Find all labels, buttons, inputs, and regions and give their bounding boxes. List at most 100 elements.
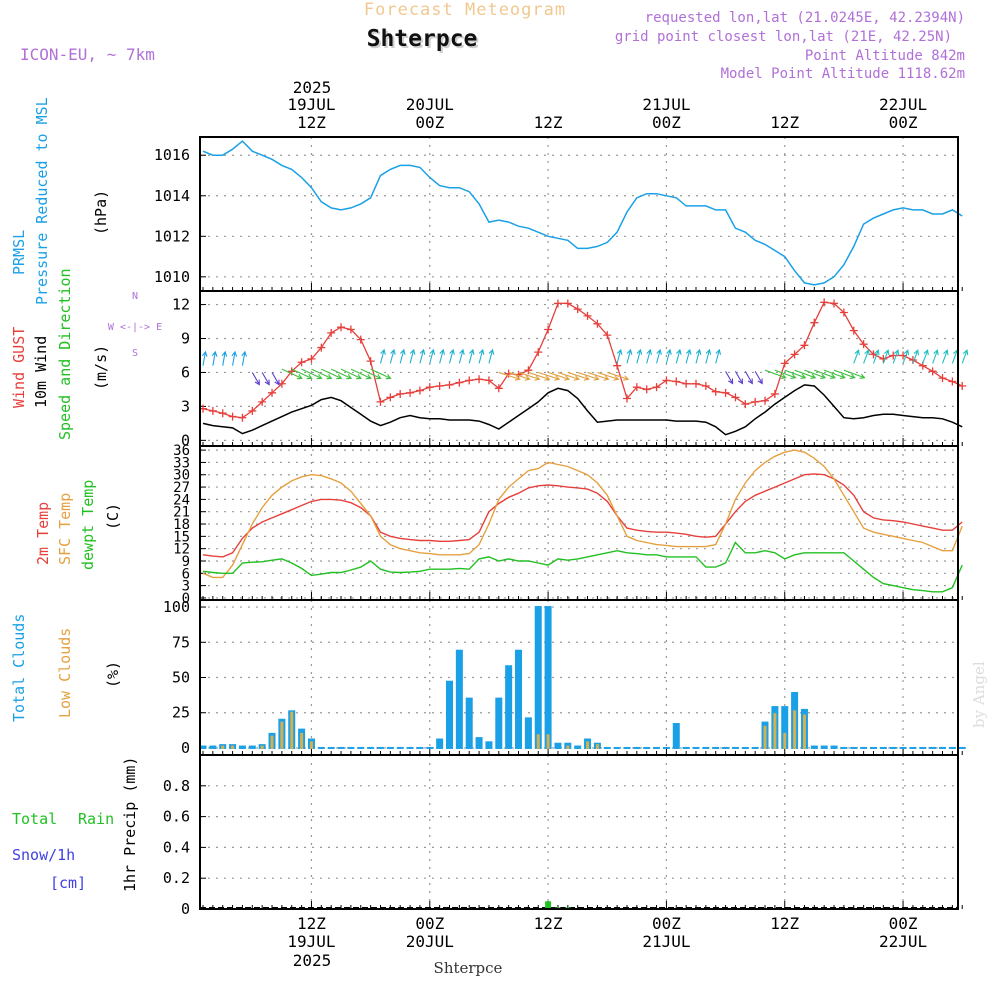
total-cloud-bar [810, 745, 818, 749]
low-cloud-bar [586, 741, 590, 749]
rain-bar [545, 901, 552, 909]
total-cloud-bar [199, 745, 207, 749]
y-tick-label: 1014 [154, 187, 190, 205]
low-cloud-bar [536, 734, 540, 749]
gust-point [603, 331, 612, 340]
top-hour-label: 00Z [889, 113, 918, 132]
low-cloud-bar [566, 745, 570, 749]
gust-point [346, 325, 355, 334]
wind-arrow [557, 371, 580, 381]
low-cloud-bar [595, 744, 599, 749]
gust-point [553, 299, 562, 308]
y-tick-label: 6 [182, 566, 190, 582]
gust-point [317, 343, 326, 352]
cloud-labels: Total Clouds Low Clouds (%) [10, 614, 122, 722]
low-cloud-bar [280, 721, 284, 749]
wind-arrow [409, 348, 416, 364]
wind-arrow [853, 349, 860, 364]
wind-arrow [311, 368, 333, 380]
wind-arrow [597, 371, 620, 381]
gust-point [455, 378, 464, 387]
y-tick-label: 0 [182, 591, 190, 607]
sfc-temp-line [202, 449, 963, 579]
total-label: Total [12, 810, 57, 828]
total-cloud-bar [544, 606, 552, 749]
gust-point [415, 386, 424, 395]
t2m-line [202, 473, 963, 558]
gust-point [228, 412, 237, 421]
y-tick-label: 0.8 [163, 777, 190, 795]
pressure-line [202, 140, 963, 286]
bottom-year: 2025 [293, 951, 332, 970]
wind-arrow [350, 368, 372, 380]
gust-label: Wind GUST [10, 327, 28, 408]
top-date-label: 19JUL [287, 95, 335, 114]
gust-point [751, 397, 760, 406]
gust-point [573, 305, 582, 314]
total-cloud-bar [495, 697, 503, 749]
total-cloud-bar [633, 746, 641, 749]
gust-point [425, 383, 434, 392]
bottom-hour-label: 00Z [415, 914, 444, 933]
total-cloud-bar [238, 745, 246, 749]
gust-point [396, 389, 405, 398]
low-cloud-bar [231, 745, 235, 749]
temp-unit: (C) [104, 503, 122, 530]
panel-frame [199, 754, 959, 910]
prmsl-label: PRMSL [10, 230, 28, 275]
total-cloud-bar [958, 746, 966, 749]
gust-point [859, 340, 868, 349]
total-cloud-bar [702, 746, 710, 749]
total-cloud-bar [672, 723, 680, 749]
y-tick-label: 36 [173, 443, 190, 459]
low-cloud-bar [783, 732, 787, 749]
panel-frame [199, 136, 959, 292]
precip-unit: 1hr Precip (mm) [121, 757, 139, 892]
total-cloud-bar [948, 746, 956, 749]
y-tick-label: 0.6 [163, 808, 190, 826]
wind-arrow [231, 350, 238, 366]
y-tick-label: 6 [181, 363, 190, 381]
top-date-label: 20JUL [406, 95, 454, 114]
low-cloud-bar [802, 714, 806, 749]
model-altitude: Model Point Altitude 1118.62m [721, 66, 965, 82]
low-cloud-bar [773, 713, 777, 749]
gust-point [307, 354, 316, 363]
total-cloud-bar [653, 746, 661, 749]
gust-point [366, 357, 375, 366]
gust-point [652, 383, 661, 392]
total-cloud-bar [367, 746, 375, 749]
gust-point [780, 359, 789, 368]
wind-arrow [882, 349, 890, 364]
total-cloud-bar [376, 746, 384, 749]
sfc-temp-label: SFC Temp [56, 493, 74, 565]
total-cloud-bar [662, 746, 670, 749]
wind-arrow [764, 369, 787, 380]
wind-arrow [399, 348, 406, 364]
wind-arrow [321, 368, 343, 380]
gust-point [208, 406, 217, 415]
wind-arrow [626, 348, 633, 364]
y-tick-label: 100 [163, 598, 190, 616]
total-cloud-bar [820, 745, 828, 749]
bottom-hour-label: 12Z [297, 914, 326, 933]
bottom-hour-label: 12Z [770, 914, 799, 933]
gust-point [958, 382, 967, 391]
gust-point [248, 406, 257, 415]
gust-point [810, 318, 819, 327]
low-cloud-bar [546, 734, 550, 749]
wind-arrow [251, 372, 260, 386]
total-cloud-bar [396, 746, 404, 749]
t2m-label: 2m Temp [34, 502, 52, 565]
gust-point [563, 299, 572, 308]
wind-arrow [301, 368, 323, 380]
total-cloud-bar [682, 746, 690, 749]
low-cloud-bar [793, 710, 797, 749]
gust-point [800, 341, 809, 350]
snow-label: Snow/1h [12, 846, 75, 864]
dewpt-line [202, 541, 963, 593]
pressure-unit: (hPa) [92, 190, 110, 235]
cloud-unit: (%) [104, 661, 122, 688]
location-title: Shterpce [367, 26, 478, 52]
